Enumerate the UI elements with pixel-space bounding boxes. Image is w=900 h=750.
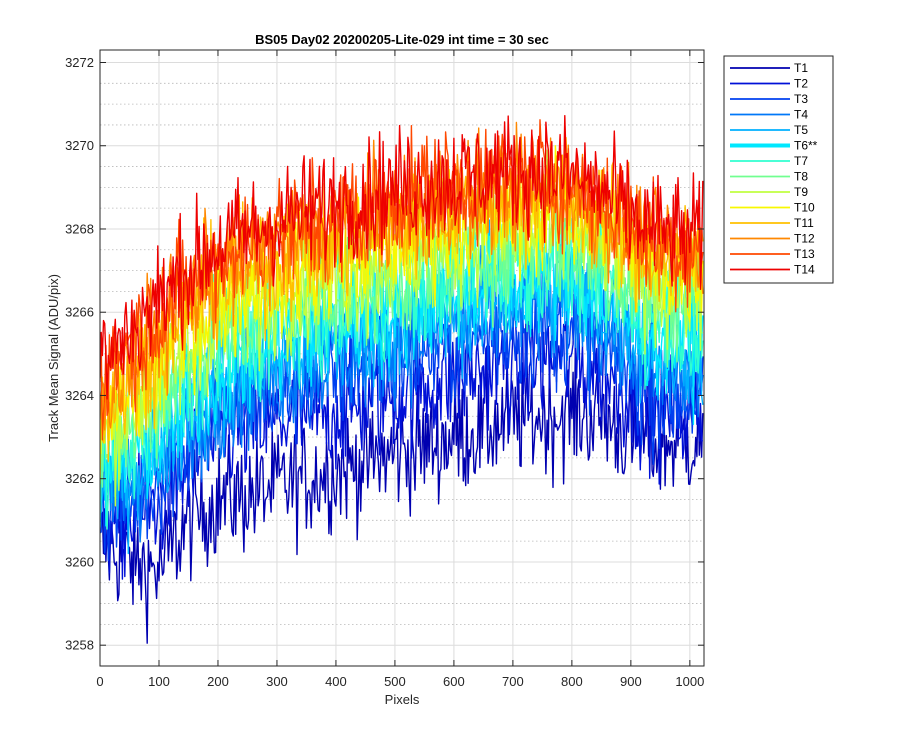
x-tick-label: 500 (384, 674, 406, 689)
x-tick-label: 1000 (675, 674, 704, 689)
y-tick-label: 3270 (65, 138, 94, 153)
legend-label-T7: T7 (794, 154, 808, 168)
axes: 0 100 200 300 400 500 600 700 800 900 1000 3258 3260… (65, 50, 704, 689)
legend-label-T5: T5 (794, 123, 808, 137)
series-line-T5 (100, 219, 704, 555)
legend-label-T9: T9 (794, 185, 808, 199)
y-tick-label: 3264 (65, 388, 94, 403)
legend-label-T1: T1 (794, 61, 808, 75)
plot-frame (99, 49, 705, 667)
x-tick-label: 600 (443, 674, 465, 689)
series-line-T6 (100, 221, 704, 527)
legend-label-T2: T2 (794, 77, 808, 91)
x-tick-label: 800 (561, 674, 583, 689)
legend-label-T8: T8 (794, 170, 808, 184)
legend-label-T12: T12 (794, 232, 815, 246)
legend-label-T4: T4 (794, 108, 808, 122)
x-tick-label: 0 (96, 674, 103, 689)
x-tick-label: 900 (620, 674, 642, 689)
legend-box (723, 55, 834, 284)
legend-label-T6: T6** (794, 139, 818, 153)
chart-title: BS05 Day02 20200205-Lite-029 int time = … (255, 32, 549, 47)
y-tick-label: 3258 (65, 638, 94, 653)
legend-label-T13: T13 (794, 247, 815, 261)
legend-label-T10: T10 (794, 201, 815, 215)
y-tick-label: 3262 (65, 471, 94, 486)
x-tick-label: 100 (148, 674, 170, 689)
x-tick-label: 200 (207, 674, 229, 689)
x-tick-label: 700 (502, 674, 524, 689)
legend-label-T11: T11 (794, 216, 814, 230)
y-tick-label: 3268 (65, 221, 94, 236)
series-line-T13 (100, 119, 704, 441)
y-tick-label: 3266 (65, 305, 94, 320)
series-line-T14 (100, 115, 704, 400)
y-tick-label: 3260 (65, 554, 94, 569)
x-tick-label: 300 (266, 674, 288, 689)
series-lines (100, 115, 704, 644)
x-axis-title: Pixels (385, 692, 420, 707)
legend-label-T3: T3 (794, 92, 808, 106)
y-tick-label: 3272 (65, 55, 94, 70)
x-tick-label: 400 (325, 674, 347, 689)
legend-label-T14: T14 (794, 263, 815, 277)
y-axis-title: Track Mean Signal (ADU/pix) (46, 274, 61, 442)
